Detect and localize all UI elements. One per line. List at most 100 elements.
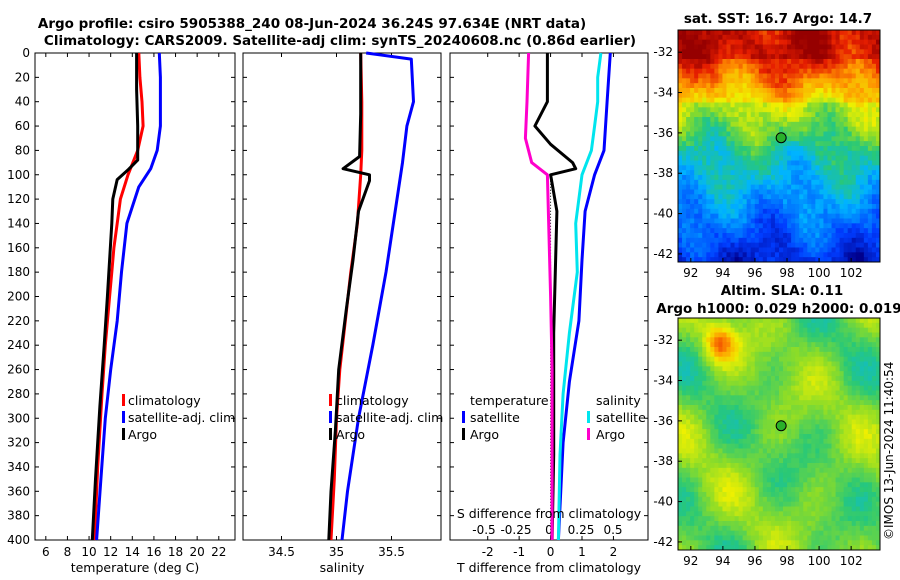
map-cell: [847, 434, 853, 440]
map-cell: [762, 97, 768, 103]
map-cell: [795, 409, 800, 416]
map-cell: [807, 467, 812, 474]
map-cell: [787, 242, 792, 248]
map-cell: [843, 458, 849, 464]
map-cell: [702, 448, 707, 454]
map-cell: [855, 83, 861, 89]
map-cell: [823, 97, 828, 103]
map-cell: [702, 107, 707, 113]
map-cell: [762, 63, 768, 70]
map-cell: [803, 332, 808, 338]
map-cell: [787, 351, 792, 358]
map-cell: [746, 443, 752, 449]
map-cell: [734, 482, 739, 488]
map-cell: [730, 438, 735, 445]
map-cell: [807, 405, 812, 411]
map-cell: [811, 487, 816, 493]
map-cell: [859, 112, 865, 118]
map-cell: [682, 165, 687, 171]
map-cell: [766, 141, 772, 147]
map-cell: [726, 535, 731, 541]
map-cell: [766, 155, 772, 161]
map-cell: [787, 521, 792, 527]
map-cell: [811, 141, 816, 147]
map-cell: [706, 141, 711, 147]
map-cell: [766, 434, 772, 440]
map-cell: [762, 34, 768, 41]
map-cell: [774, 121, 780, 128]
map-cell: [698, 30, 703, 36]
map-cell: [823, 385, 828, 391]
map-cell: [734, 438, 739, 445]
map-cell: [738, 318, 744, 324]
map-cell: [871, 179, 877, 186]
map-cell: [722, 390, 727, 396]
map-cell: [738, 492, 744, 498]
map-cell: [738, 371, 744, 377]
map-cell: [702, 516, 707, 522]
map-cell: [694, 54, 699, 60]
map-cell: [839, 160, 845, 166]
map-cell: [730, 487, 735, 493]
map-cell: [702, 189, 707, 195]
map-cell: [847, 233, 853, 239]
map-cell: [803, 218, 808, 224]
map-cell: [690, 184, 695, 190]
map-cell: [787, 92, 792, 99]
map-cell: [774, 141, 780, 147]
map-cell: [839, 83, 845, 89]
x-tick-label: 35.5: [378, 545, 405, 559]
map-cell: [799, 59, 804, 65]
map-cell: [871, 165, 877, 171]
map-cell: [819, 395, 824, 401]
map-cell: [831, 78, 836, 84]
map-cell: [863, 438, 869, 445]
map-cell: [871, 175, 877, 181]
map-cell: [799, 506, 804, 512]
map-cell: [807, 501, 812, 507]
map-cell: [819, 39, 824, 45]
map-cell: [686, 496, 691, 503]
map-cell: [799, 213, 804, 219]
map-cell: [787, 189, 792, 195]
map-cell: [690, 424, 695, 430]
map-cell: [722, 136, 727, 142]
map-cell: [698, 342, 703, 348]
map-cell: [770, 376, 776, 382]
map-cell: [698, 107, 703, 113]
map-cell: [843, 88, 849, 94]
map-cell: [714, 395, 719, 401]
map-cell: [730, 44, 735, 50]
map-cell: [855, 126, 861, 132]
map-cell: [678, 424, 683, 430]
map-cell: [791, 34, 796, 41]
map-cell: [867, 78, 873, 84]
map-cell: [823, 39, 828, 45]
map-cell: [811, 59, 816, 65]
map-cell: [819, 233, 824, 239]
map-cell: [698, 525, 703, 532]
map-cell: [698, 448, 703, 454]
map-cell: [774, 511, 780, 517]
map-cell: [811, 228, 816, 234]
map-cell: [770, 535, 776, 541]
map-cell: [827, 434, 832, 440]
map-cell: [783, 242, 788, 248]
map-cell: [807, 322, 812, 329]
map-cell: [762, 228, 768, 234]
map-cell: [718, 228, 723, 234]
map-cell: [831, 59, 836, 65]
map-cell: [714, 179, 719, 186]
map-cell: [855, 233, 861, 239]
map-cell: [851, 337, 857, 343]
map-cell: [811, 68, 816, 74]
map-cell: [811, 371, 816, 377]
map-cell: [823, 327, 828, 333]
map-cell: [783, 88, 788, 94]
map-cell: [799, 54, 804, 60]
map-cell: [710, 419, 715, 425]
map-cell: [682, 204, 687, 210]
map-cell: [702, 443, 707, 449]
map-cell: [750, 63, 756, 70]
map-cell: [746, 141, 752, 147]
